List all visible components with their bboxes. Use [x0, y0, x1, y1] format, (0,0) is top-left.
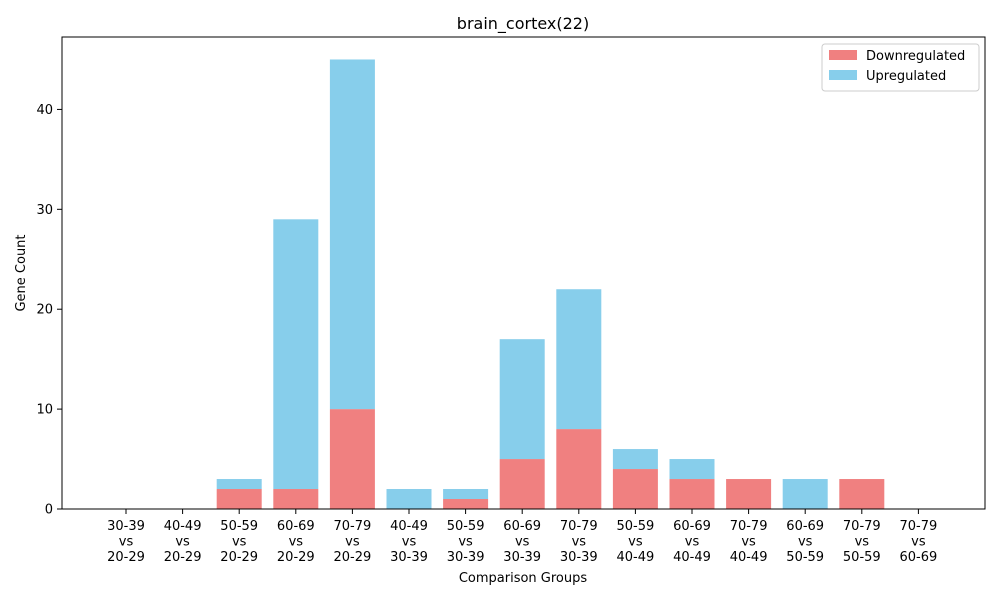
x-tick-label: vs	[458, 535, 473, 550]
y-tick-label: 30	[36, 203, 53, 218]
x-tick-label: vs	[741, 535, 756, 550]
bar-downregulated-3	[273, 489, 319, 509]
chart-title: brain_cortex(22)	[457, 14, 589, 34]
x-tick-label: vs	[572, 535, 587, 550]
x-tick-label: vs	[345, 535, 360, 550]
x-tick-label: vs	[289, 535, 304, 550]
x-tick-label: 40-49	[730, 550, 768, 565]
x-tick-label: 20-29	[164, 550, 202, 565]
x-tick-label: 60-69	[786, 519, 824, 534]
x-tick-label: 60-69	[277, 519, 315, 534]
x-tick-label: 40-49	[164, 519, 202, 534]
x-axis-label: Comparison Groups	[459, 571, 588, 586]
bar-upregulated-8	[556, 289, 602, 430]
x-tick-label: vs	[798, 535, 813, 550]
x-tick-label: 20-29	[334, 550, 372, 565]
x-tick-label: vs	[232, 535, 247, 550]
x-tick-label: 50-59	[843, 550, 881, 565]
plot-frame	[61, 36, 986, 510]
x-tick-label: 60-69	[673, 519, 711, 534]
x-axis: 30-39vs20-2940-49vs20-2950-59vs20-2960-6…	[107, 509, 937, 565]
x-tick-label: 60-69	[503, 519, 541, 534]
bar-downregulated-8	[556, 429, 602, 509]
y-axis-label: Gene Count	[14, 234, 29, 311]
y-tick-label: 20	[36, 303, 53, 318]
bar-upregulated-6	[443, 489, 489, 500]
x-tick-label: vs	[628, 535, 643, 550]
x-tick-label: 40-49	[673, 550, 711, 565]
bar-downregulated-4	[329, 409, 375, 509]
x-tick-label: 70-79	[843, 519, 881, 534]
x-tick-label: vs	[175, 535, 190, 550]
bar-downregulated-7	[499, 459, 545, 509]
bar-downregulated-13	[839, 479, 885, 509]
x-tick-label: 20-29	[277, 550, 315, 565]
x-tick-label: 70-79	[334, 519, 372, 534]
x-tick-label: 30-39	[107, 519, 145, 534]
bar-upregulated-10	[669, 459, 715, 480]
x-tick-label: 30-39	[390, 550, 428, 565]
x-tick-label: 50-59	[220, 519, 258, 534]
x-tick-label: 70-79	[900, 519, 938, 534]
x-tick-label: vs	[911, 535, 926, 550]
x-tick-label: 60-69	[900, 550, 938, 565]
legend-label-upregulated: Upregulated	[866, 69, 946, 84]
x-tick-label: 70-79	[730, 519, 768, 534]
x-tick-label: vs	[119, 535, 134, 550]
x-tick-label: vs	[685, 535, 700, 550]
bar-upregulated-9	[612, 449, 658, 470]
x-tick-label: 70-79	[560, 519, 598, 534]
bar-upregulated-4	[329, 59, 375, 410]
legend-box	[821, 43, 980, 92]
x-tick-label: vs	[402, 535, 417, 550]
x-tick-label: vs	[515, 535, 530, 550]
x-tick-label: 50-59	[786, 550, 824, 565]
y-tick-label: 40	[36, 103, 53, 118]
bar-upregulated-5	[386, 489, 432, 509]
x-tick-label: 50-59	[617, 519, 655, 534]
x-tick-label: 30-39	[503, 550, 541, 565]
x-tick-label: 40-49	[390, 519, 428, 534]
y-tick-label: 0	[45, 503, 53, 518]
bar-downregulated-11	[726, 479, 772, 509]
legend: Downregulated Upregulated	[821, 43, 980, 92]
x-tick-label: 30-39	[560, 550, 598, 565]
x-tick-label: vs	[855, 535, 870, 550]
bar-downregulated-10	[669, 479, 715, 509]
bar-upregulated-3	[273, 219, 319, 490]
legend-label-downregulated: Downregulated	[866, 49, 965, 64]
legend-swatch-downregulated	[829, 50, 857, 60]
legend-swatch-upregulated	[829, 70, 857, 80]
y-axis: 0 10 20 30 40	[36, 103, 62, 518]
bar-downregulated-2	[216, 489, 262, 509]
bar-upregulated-2	[216, 479, 262, 490]
x-tick-label: 40-49	[617, 550, 655, 565]
bar-upregulated-12	[782, 479, 828, 509]
x-tick-label: 20-29	[107, 550, 145, 565]
bar-downregulated-9	[612, 469, 658, 509]
x-tick-label: 20-29	[220, 550, 258, 565]
bar-upregulated-7	[499, 339, 545, 460]
bar-downregulated-6	[443, 499, 489, 509]
x-tick-label: 50-59	[447, 519, 485, 534]
y-tick-label: 10	[36, 403, 53, 418]
x-tick-label: 30-39	[447, 550, 485, 565]
bars-group	[216, 59, 885, 509]
